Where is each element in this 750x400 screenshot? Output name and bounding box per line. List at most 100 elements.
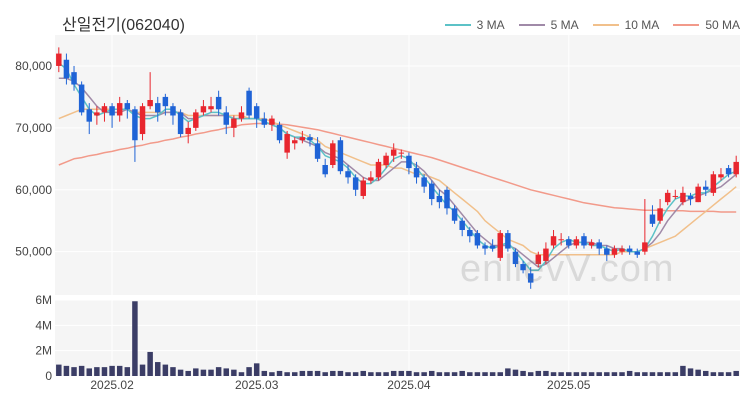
volume-bar [63, 365, 70, 376]
line-ma50 [58, 122, 737, 213]
legend-item-ma10: 10 MA [592, 18, 660, 32]
volume-bar [649, 372, 656, 376]
candle-body [314, 143, 321, 159]
candle-body [170, 106, 176, 116]
candle-body [322, 165, 328, 175]
candle-body [573, 239, 580, 246]
candle-body [63, 59, 70, 79]
volume-bar [238, 372, 245, 376]
volume-bar [619, 372, 625, 376]
candle-body [444, 189, 450, 209]
volume-bar [687, 368, 694, 376]
candle-body [710, 174, 717, 193]
volume-bar [330, 370, 336, 376]
volume-bar [132, 301, 138, 376]
candle-body [512, 251, 519, 265]
candle-body [725, 168, 732, 175]
volume-bar [581, 372, 587, 376]
candle-body [253, 106, 260, 119]
candle-body [604, 248, 610, 255]
volume-bar [71, 367, 77, 376]
volume-bar [680, 365, 686, 376]
candle-body [718, 174, 724, 178]
candle-body [672, 195, 679, 197]
candle-body [649, 214, 656, 224]
volume-bar [375, 372, 382, 376]
candle-body [246, 90, 252, 116]
volume-bar [253, 363, 260, 376]
price-tick-label: 80,000 [15, 59, 52, 73]
candle-body [474, 233, 481, 246]
candle-body [429, 183, 435, 200]
volume-bar [467, 372, 473, 376]
candle-body [664, 192, 671, 203]
volume-bar [269, 372, 275, 376]
candle-body [330, 143, 336, 165]
volume-layer [56, 301, 739, 376]
candle-body [215, 96, 222, 110]
legend-item-ma3: 3 MA [444, 18, 505, 32]
volume-bar [558, 372, 564, 376]
volume-bar [94, 367, 100, 376]
candle-body [352, 177, 359, 190]
volume-bar [200, 369, 207, 376]
price-tick-label: 60,000 [15, 183, 52, 197]
volume-bar [307, 370, 313, 376]
candle-body [116, 103, 123, 116]
axis-layer: 50,000 60,000 70,000 80,000 0 2M 4M 6M 2025.02 20… [15, 59, 590, 392]
volume-bar [314, 370, 321, 376]
candle-body [687, 195, 694, 200]
candle-body [345, 171, 351, 178]
candle-body [177, 112, 184, 135]
volume-bar [626, 370, 633, 376]
volume-bar [733, 370, 739, 376]
candle-body [489, 245, 496, 249]
volume-bar [86, 368, 92, 376]
candle-body [527, 273, 534, 283]
legend: 3 MA 5 MA 10 MA 50 MA [444, 18, 740, 32]
candle-body [101, 106, 108, 113]
volume-bar [360, 370, 366, 376]
volume-bar [56, 364, 62, 376]
candle-body [520, 264, 526, 271]
volume-bar [109, 365, 115, 376]
candle-body [383, 155, 389, 165]
volume-bar [459, 370, 465, 376]
volume-bar [383, 372, 389, 376]
candle-body [193, 112, 199, 128]
volume-bar [436, 372, 443, 376]
volume-bar [139, 364, 146, 376]
volume-bar [177, 369, 184, 376]
candle-body [231, 118, 237, 128]
volume-bar [642, 372, 648, 376]
candle-body [703, 186, 709, 190]
volume-bar [512, 369, 519, 376]
candle-body [626, 248, 633, 252]
chart-title: 산일전기(062040) [62, 17, 185, 34]
legend-item-ma50: 50 MA [673, 18, 740, 32]
candle-body [94, 112, 100, 116]
volume-bar [535, 370, 542, 376]
volume-tick-label: 0 [45, 369, 52, 383]
candle-body [124, 103, 131, 110]
volume-bar [155, 362, 161, 376]
volume-bar [124, 367, 131, 376]
volume-bar [474, 372, 481, 376]
volume-bar [429, 370, 435, 376]
volume-bar [246, 367, 252, 376]
candle-body [292, 140, 298, 144]
legend-label-ma5: 5 MA [550, 18, 579, 32]
candle-body [71, 72, 77, 85]
candle-body [132, 109, 138, 141]
volume-bar [444, 372, 450, 376]
candle-body [78, 84, 85, 113]
candle-body [147, 100, 153, 107]
legend-label-ma10: 10 MA [624, 18, 660, 32]
candle-body [307, 137, 313, 141]
candle-body [375, 161, 382, 178]
volume-bar [284, 372, 290, 376]
volume-bar [703, 370, 709, 376]
volume-bar [451, 372, 458, 376]
volume-tick-label: 2M [35, 344, 52, 358]
